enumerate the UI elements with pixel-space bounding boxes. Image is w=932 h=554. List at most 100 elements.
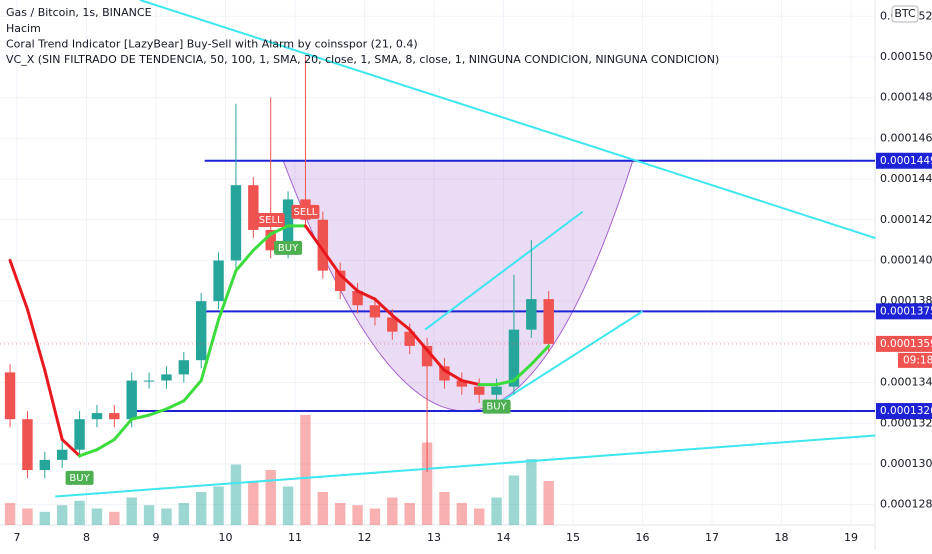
trendline [424, 210, 584, 331]
volume-bar [473, 508, 485, 525]
candle-body [543, 299, 554, 344]
coral-trend-segment [512, 362, 533, 383]
volume-bar [526, 459, 537, 525]
coral-trend-segment [356, 289, 377, 301]
coral-trend-segment [269, 224, 290, 236]
signal-box [482, 399, 511, 414]
trendline [55, 434, 876, 498]
candle-body [526, 299, 537, 330]
signal-label: SELL [256, 213, 285, 228]
coral-trend-segment [460, 379, 481, 387]
x-tick-label: 19 [844, 531, 858, 544]
coral-trend-segment [112, 417, 134, 442]
candle-body [126, 380, 137, 420]
coral-trend-segment [373, 297, 394, 317]
candle-body [248, 185, 259, 230]
signal-text: BUY [486, 402, 507, 413]
coral-trend-segment [408, 328, 429, 352]
volume-bar [508, 475, 520, 525]
volume-bar [56, 505, 68, 525]
volume-bar [439, 492, 450, 525]
signal-text: BUY [69, 473, 90, 484]
x-tick-label: 15 [566, 531, 580, 544]
coral-trend-segment [43, 368, 64, 442]
coral-trend-segment [147, 407, 168, 417]
volume-bar [213, 486, 224, 525]
coral-trend-segment [25, 307, 47, 372]
candle-body [439, 366, 450, 381]
price-tag [876, 335, 932, 352]
coral-trend-segment [60, 438, 82, 458]
candle-body [508, 329, 520, 387]
candle-body [265, 229, 276, 251]
coral-trend-segment [338, 273, 360, 293]
volume-bar [300, 415, 311, 525]
coral-trend-segment [251, 232, 273, 252]
coral-trend-segment [78, 448, 99, 458]
volume-bar [230, 464, 242, 525]
signal-text: SELL [259, 215, 283, 226]
coral-trend-segment [303, 224, 325, 252]
price-tag-text: 0.0001449 [880, 155, 932, 167]
candle-body [161, 374, 172, 381]
volume-bar [4, 503, 16, 525]
volume-bar [265, 470, 276, 525]
price-tag-time: 09:18 [903, 354, 932, 366]
coral-trend-segment [8, 258, 29, 311]
coral-trend-segment [95, 438, 116, 452]
signal-label: BUY [274, 240, 303, 255]
volume-bar [456, 503, 468, 525]
price-tag-text: 0.0001375 [880, 305, 932, 317]
coral-trend-segment [164, 399, 186, 411]
x-tick-label: 13 [427, 531, 441, 544]
volume-bar [126, 497, 137, 525]
price-tag [876, 152, 932, 169]
currency-badge [891, 5, 919, 23]
candle-body [334, 270, 346, 291]
coral-trend-segment [321, 248, 342, 277]
volume-bar [421, 442, 433, 525]
trendline [139, 0, 876, 240]
candle-body [421, 345, 433, 367]
volume-bar [178, 503, 190, 525]
candle-body [387, 317, 398, 332]
signal-label: BUY [65, 470, 94, 485]
volume-bar [404, 503, 415, 525]
coral-trend-segment [495, 379, 516, 387]
legend-line: VC_X (SIN FILTRADO DE TENDENCIA, 50, 100… [6, 53, 719, 66]
volume-bar [248, 481, 259, 525]
candle-body [74, 419, 85, 450]
chart-title: Gas / Bitcoin, 1s, BINANCE [6, 6, 152, 19]
volume-bar [195, 492, 207, 525]
signal-label: BUY [482, 399, 511, 414]
candle-body [491, 386, 502, 395]
volume-bar [543, 481, 554, 525]
volume-bar [491, 497, 502, 525]
price-tag [898, 352, 932, 368]
signal-box [291, 204, 320, 219]
candle-body [317, 219, 329, 271]
candle-body [456, 380, 468, 387]
signal-text: SELL [294, 207, 318, 218]
candle-body [143, 380, 155, 382]
volume-bar [74, 500, 85, 525]
x-tick-label: 12 [358, 531, 372, 544]
signal-box [256, 213, 285, 228]
x-tick-label: 7 [14, 531, 21, 544]
coral-trend-segment [234, 248, 255, 273]
x-tick-label: 11 [288, 531, 302, 544]
candle-body [178, 360, 190, 375]
volume-bar [387, 497, 398, 525]
price-tag [876, 403, 932, 420]
candle-body [473, 386, 485, 395]
price-tag [876, 303, 932, 320]
price-tag-text: 0.0001326 [880, 405, 932, 417]
